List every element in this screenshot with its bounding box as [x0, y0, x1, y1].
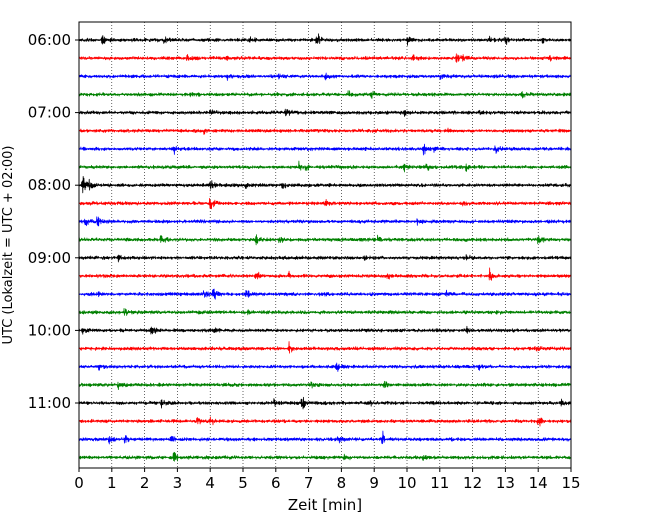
- axis-layer: 0 1 2 3 4 5 6 7 8 9 10 11 12 13 14 1506:0007:0008:0009:…: [28, 31, 581, 492]
- plot-frame: [78, 21, 572, 469]
- seismic-trace: [78, 288, 572, 300]
- seismic-trace: [78, 430, 572, 445]
- seismic-trace: [78, 380, 572, 391]
- y-axis-label: UTC (Lokalzeit = UTC + 02:00): [1, 146, 16, 345]
- x-tick-label: 7: [304, 474, 314, 492]
- seismic-trace: [78, 127, 572, 135]
- x-tick-label: 8: [337, 474, 347, 492]
- grid-layer: [111, 22, 539, 468]
- seismic-trace: [78, 307, 572, 316]
- x-tick-label: 15: [561, 474, 580, 492]
- seismic-trace: [78, 362, 572, 372]
- y-tick-label: 11:00: [28, 394, 71, 412]
- trace-layer: [78, 33, 572, 462]
- x-tick-label: 4: [205, 474, 215, 492]
- x-tick-label: 5: [238, 474, 248, 492]
- x-tick-label: 2: [140, 474, 150, 492]
- y-tick-label: 10:00: [28, 321, 71, 339]
- seismic-trace: [78, 198, 572, 210]
- y-tick-label: 08:00: [28, 176, 71, 194]
- seismic-trace: [78, 267, 572, 281]
- seismic-trace: [78, 341, 572, 354]
- x-tick-label: 9: [369, 474, 379, 492]
- seismic-trace: [78, 160, 572, 173]
- y-tick-label: 09:00: [28, 249, 71, 267]
- x-tick-label: 6: [271, 474, 281, 492]
- seismic-trace: [78, 143, 572, 156]
- seismic-trace: [78, 396, 572, 410]
- x-tick-label: 10: [397, 474, 416, 492]
- seismic-trace: [78, 175, 572, 194]
- seismic-trace: [78, 234, 572, 246]
- seismic-trace: [78, 451, 572, 462]
- x-tick-label: 14: [529, 474, 548, 492]
- y-tick-label: 07:00: [28, 104, 71, 122]
- seismic-trace: [78, 254, 572, 263]
- x-tick-label: 1: [107, 474, 117, 492]
- seismic-trace: [78, 216, 572, 227]
- seismic-trace: [78, 90, 572, 100]
- seismic-trace: [78, 33, 572, 46]
- seismic-trace: [78, 416, 572, 427]
- x-axis-label: Zeit [min]: [288, 496, 362, 514]
- seismic-trace: [78, 53, 572, 63]
- seismic-trace: [78, 108, 572, 117]
- x-tick-label: 3: [173, 474, 183, 492]
- y-tick-label: 06:00: [28, 31, 71, 49]
- x-tick-label: 12: [463, 474, 482, 492]
- x-tick-label: 0: [74, 474, 84, 492]
- seismic-trace: [78, 72, 572, 81]
- seismic-trace: [78, 325, 572, 335]
- x-tick-label: 13: [496, 474, 515, 492]
- x-tick-label: 11: [430, 474, 449, 492]
